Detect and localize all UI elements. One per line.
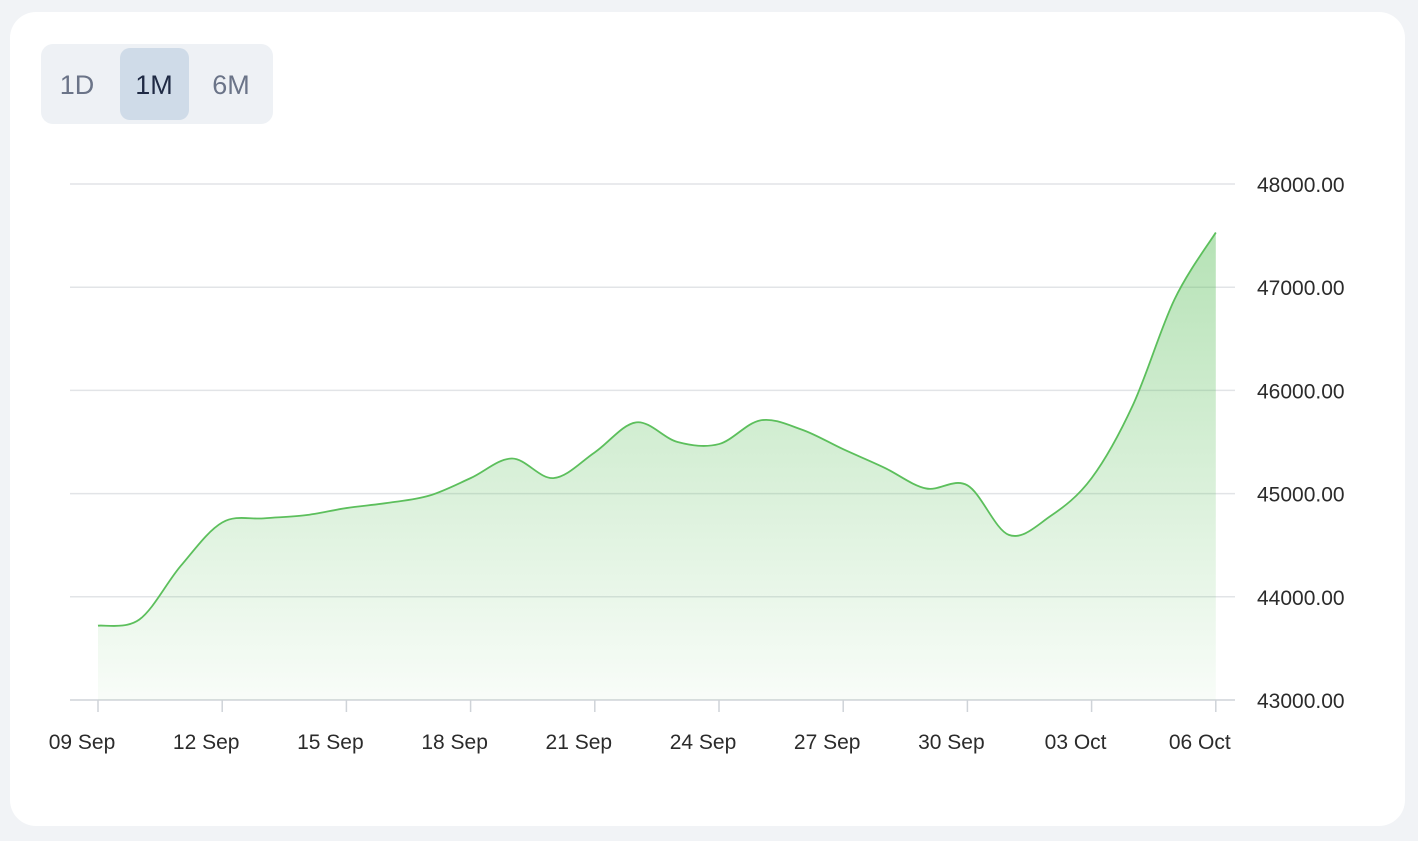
x-tick-label: 12 Sep [173, 731, 240, 754]
range-button-active[interactable] [120, 48, 189, 120]
x-tick-label: 30 Sep [918, 731, 985, 754]
x-tick-label: 15 Sep [297, 731, 364, 754]
y-tick-label: 48000.00 [1257, 174, 1345, 197]
x-tick-label: 21 Sep [546, 731, 613, 754]
x-tick-label: 03 Oct [1045, 731, 1107, 754]
y-tick-label: 46000.00 [1257, 380, 1345, 403]
range-button[interactable]: 1D [60, 70, 95, 100]
price-line [97, 232, 1217, 627]
range-button[interactable]: 1M [135, 70, 173, 100]
y-tick-label: 43000.00 [1257, 690, 1345, 713]
range-button[interactable]: 6M [212, 70, 250, 100]
y-tick-label: 44000.00 [1257, 587, 1345, 610]
x-tick-label: 24 Sep [670, 731, 737, 754]
x-tick-label: 09 Sep [49, 731, 116, 754]
x-tick-label: 18 Sep [421, 731, 488, 754]
y-tick-label: 45000.00 [1257, 484, 1345, 507]
x-tick-label: 27 Sep [794, 731, 861, 754]
y-tick-label: 47000.00 [1257, 277, 1345, 300]
x-tick-label: 06 Oct [1169, 731, 1231, 754]
area-fill [98, 232, 1216, 700]
